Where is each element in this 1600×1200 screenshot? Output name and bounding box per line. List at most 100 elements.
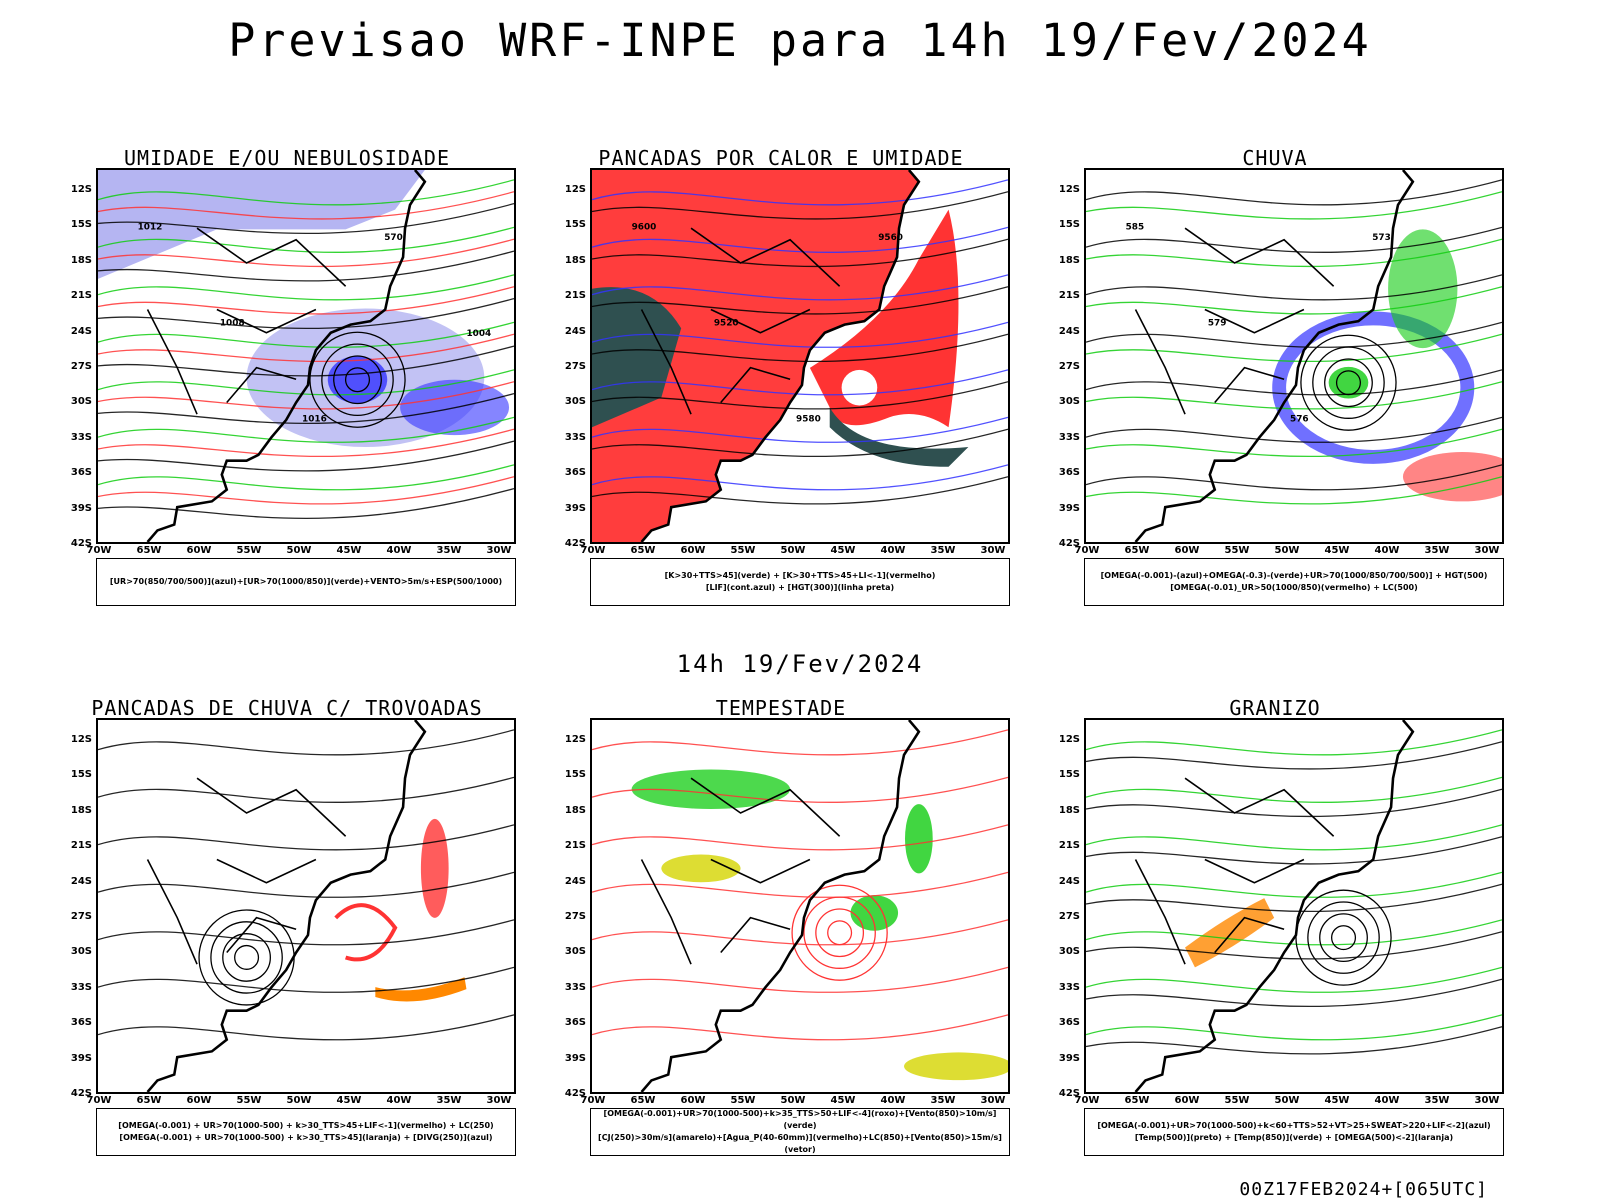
contour-line bbox=[592, 1014, 1008, 1041]
border-line bbox=[710, 858, 811, 884]
border-line bbox=[216, 308, 317, 334]
cyclone-contour bbox=[309, 331, 406, 428]
lat-tick-label: 42S bbox=[1058, 538, 1080, 549]
lon-tick-label: 50W bbox=[1274, 1095, 1300, 1106]
panel-granizo: GRANIZO [OMEGA(-0.001)+UR>70(1000-500)+k… bbox=[1040, 696, 1510, 1176]
border-line bbox=[196, 227, 347, 287]
contour-line bbox=[1086, 464, 1502, 491]
border-line bbox=[720, 366, 791, 404]
border-line bbox=[1134, 309, 1186, 415]
border-line bbox=[1184, 777, 1335, 837]
contour-line bbox=[592, 824, 1008, 851]
contour-line bbox=[98, 487, 514, 519]
lat-tick-label: 30S bbox=[70, 946, 92, 958]
contour-value-label: 9600 bbox=[632, 222, 657, 232]
contour-line bbox=[98, 871, 514, 898]
panel-legend: [K>30+TTS>45](verde) + [K>30+TTS>45+LI<-… bbox=[590, 558, 1010, 606]
lat-tick-label: 12S bbox=[1058, 184, 1080, 195]
lon-tick-label: 70W bbox=[580, 545, 606, 556]
contour-line bbox=[1086, 226, 1502, 253]
lat-tick-label: 42S bbox=[564, 1088, 586, 1099]
contour-line bbox=[98, 464, 514, 491]
contour-line bbox=[98, 776, 514, 803]
legend-line: [OMEGA(-0.001) + UR>70(1000-500) + k>30_… bbox=[118, 1121, 494, 1130]
map-pancadas-calor: 9600 9520 9580 9560 bbox=[590, 168, 1010, 544]
lon-tick-label: 45W bbox=[336, 545, 362, 556]
lon-tick-label: 40W bbox=[1374, 545, 1400, 556]
border-line bbox=[1134, 859, 1186, 965]
legend-line: [OMEGA(-0.001)+UR>70(1000-500)+k>35_TTS>… bbox=[603, 1109, 997, 1130]
contour-line bbox=[1086, 369, 1502, 396]
lon-tick-label: 50W bbox=[286, 545, 312, 556]
cyclone-contour bbox=[344, 367, 371, 393]
cyclone-contour bbox=[1300, 334, 1397, 431]
panel-title: TEMPESTADE bbox=[715, 696, 847, 720]
border-line bbox=[640, 309, 692, 415]
lat-tick-label: 36S bbox=[564, 1017, 586, 1029]
contour-line bbox=[1086, 871, 1502, 898]
lon-tick-label: 60W bbox=[1174, 1095, 1200, 1106]
panel-legend: [OMEGA(-0.001)+UR>70(1000-500)+k>35_TTS>… bbox=[590, 1108, 1010, 1156]
contour-value-label: 579 bbox=[1208, 318, 1227, 328]
panel-title: GRANIZO bbox=[1229, 696, 1321, 720]
lat-tick-label: 27S bbox=[1058, 361, 1080, 372]
lon-tick-label: 35W bbox=[1424, 1095, 1450, 1106]
lat-tick-label: 12S bbox=[70, 184, 92, 195]
contour-value-label: 576 bbox=[1290, 414, 1309, 424]
lat-tick-label: 30S bbox=[70, 396, 92, 408]
lon-tick-label: 35W bbox=[930, 1095, 956, 1106]
lat-tick-label: 33S bbox=[564, 431, 586, 443]
lat-tick-label: 42S bbox=[70, 538, 92, 549]
lon-tick-label: 60W bbox=[1174, 545, 1200, 556]
legend-line: [LIF](cont.azul) + [HGT(300)](linha pret… bbox=[705, 583, 895, 592]
border-line bbox=[226, 916, 297, 954]
contour-line bbox=[98, 191, 514, 220]
cyclone-contour bbox=[222, 933, 271, 982]
cyclone-contour bbox=[1307, 901, 1380, 974]
contour-line bbox=[1086, 966, 1502, 993]
contour-line bbox=[98, 966, 514, 993]
contour-line bbox=[1086, 191, 1502, 220]
contour-line bbox=[1086, 729, 1502, 756]
contour-line bbox=[98, 333, 514, 363]
lon-tick-label: 40W bbox=[880, 545, 906, 556]
lon-tick-label: 70W bbox=[580, 1095, 606, 1106]
lat-tick-label: 42S bbox=[1058, 1088, 1080, 1099]
lat-tick-label: 21S bbox=[70, 290, 92, 302]
contour-line bbox=[98, 476, 514, 505]
contour-value-label: 573 bbox=[1372, 233, 1391, 243]
lat-tick-label: 30S bbox=[1058, 946, 1080, 958]
lat-tick-label: 39S bbox=[564, 502, 586, 514]
contour-line bbox=[592, 464, 1008, 491]
lat-tick-label: 39S bbox=[70, 502, 92, 514]
contour-line bbox=[98, 381, 514, 410]
contour-line bbox=[98, 369, 514, 396]
map-trovoadas bbox=[96, 718, 516, 1094]
contour-line bbox=[98, 428, 514, 458]
lon-tick-label: 30W bbox=[486, 1095, 512, 1106]
lon-tick-label: 35W bbox=[436, 545, 462, 556]
cyclone-contour bbox=[1330, 925, 1357, 951]
contour-line bbox=[98, 179, 514, 206]
lon-tick-label: 40W bbox=[386, 545, 412, 556]
contour-value-label: 1008 bbox=[220, 318, 245, 328]
map-layers bbox=[1086, 179, 1502, 505]
lon-tick-label: 30W bbox=[1474, 1095, 1500, 1106]
lat-tick-label: 12S bbox=[1058, 734, 1080, 745]
lat-tick-label: 18S bbox=[70, 804, 92, 816]
lat-tick-label: 12S bbox=[564, 734, 586, 745]
contour-value-label: 9520 bbox=[714, 318, 739, 328]
lat-tick-label: 33S bbox=[1058, 431, 1080, 443]
map-layers bbox=[592, 729, 1008, 1081]
map-canvas: 1012 1008 1016 570 1004 bbox=[98, 170, 514, 542]
lat-tick-label: 24S bbox=[564, 325, 586, 337]
lon-tick-label: 55W bbox=[1224, 545, 1250, 556]
contour-line bbox=[1086, 238, 1502, 268]
lon-tick-label: 30W bbox=[486, 545, 512, 556]
cyclone-contour bbox=[1295, 889, 1392, 986]
contour-line bbox=[98, 824, 514, 851]
lon-tick-label: 65W bbox=[136, 545, 162, 556]
lon-tick-label: 40W bbox=[880, 1095, 906, 1106]
lon-tick-label: 30W bbox=[980, 1095, 1006, 1106]
cyclone-contour bbox=[234, 944, 260, 970]
